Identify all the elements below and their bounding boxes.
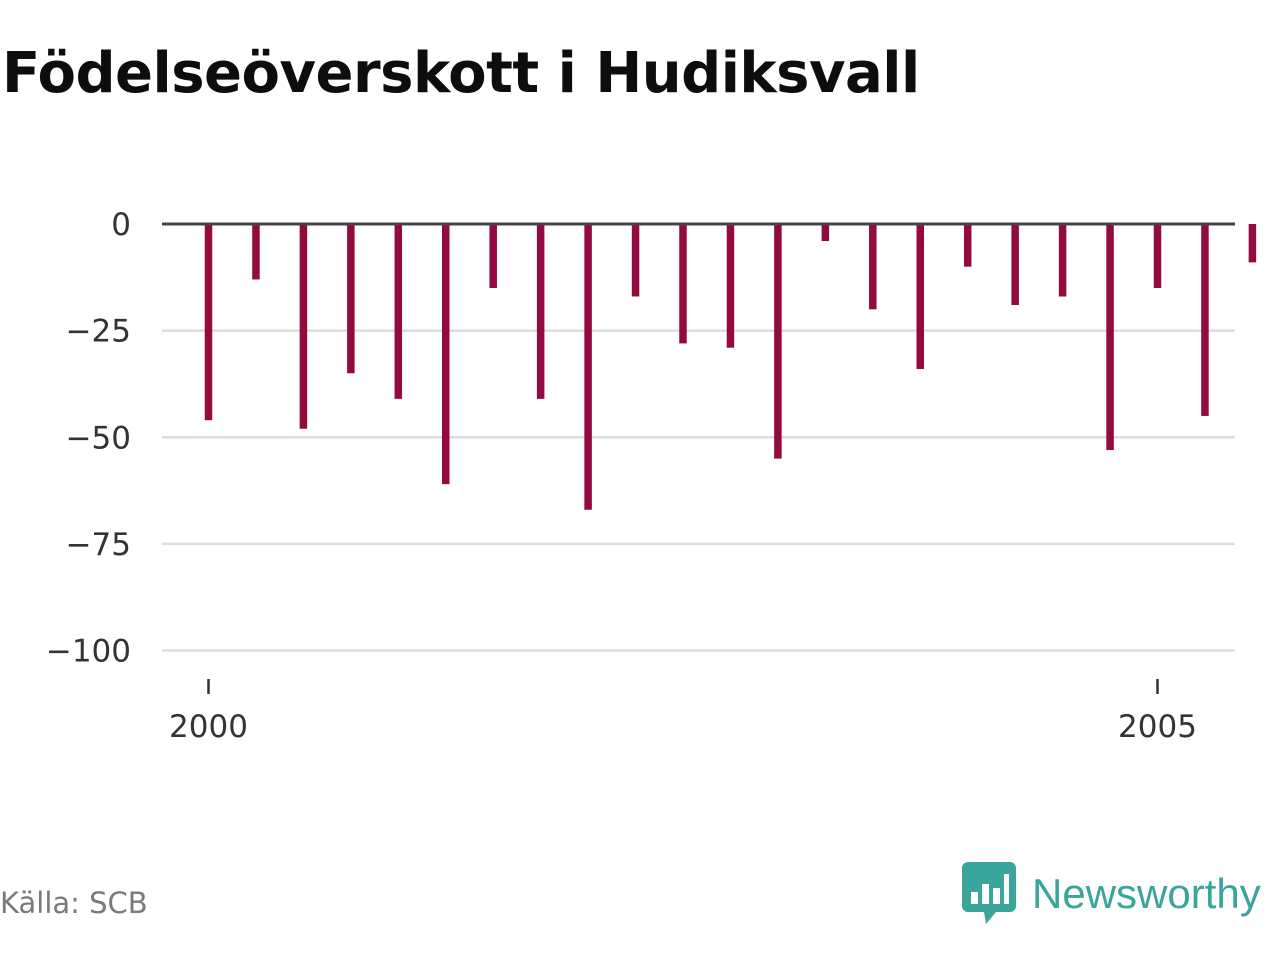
bar <box>536 224 545 399</box>
bar <box>821 224 830 242</box>
bar <box>916 224 924 370</box>
bar <box>679 224 687 344</box>
bar <box>1058 224 1067 297</box>
x-tick-label: 2005 <box>1118 709 1197 745</box>
bar <box>299 224 308 429</box>
bar <box>963 224 972 267</box>
brand-name: Newsworthy <box>1032 870 1261 917</box>
y-tick-label: 0 <box>111 207 131 243</box>
y-tick-label: −50 <box>66 420 131 456</box>
bar <box>1106 224 1114 451</box>
newsworthy-logo[interactable]: Newsworthy <box>962 862 1261 926</box>
bar <box>1248 224 1257 263</box>
bar <box>489 224 497 288</box>
y-tick-label: −25 <box>66 314 131 350</box>
chart-title: Födelseöverskott i Hudiksvall <box>2 41 920 106</box>
chart-bubble-icon <box>962 862 1016 924</box>
bar <box>252 224 260 280</box>
bar <box>442 224 450 485</box>
bar <box>394 224 403 399</box>
bar <box>726 224 735 348</box>
grid-layer <box>162 329 1235 652</box>
bar-layer <box>204 224 1257 510</box>
bar <box>774 224 782 459</box>
source-label: Källa: SCB <box>0 886 148 920</box>
bar <box>631 224 640 297</box>
bar <box>1201 224 1209 416</box>
bar <box>204 224 213 421</box>
bar <box>584 224 592 510</box>
bar <box>1153 224 1162 288</box>
bar <box>347 224 355 374</box>
bar <box>1011 224 1019 306</box>
y-tick-label: −75 <box>66 527 131 563</box>
x-tick-label: 2000 <box>169 709 248 745</box>
bar <box>869 224 877 310</box>
axis-layer: 0−25−50−75−100200020052010201520202025 <box>46 207 1197 745</box>
y-tick-label: −100 <box>46 634 131 670</box>
